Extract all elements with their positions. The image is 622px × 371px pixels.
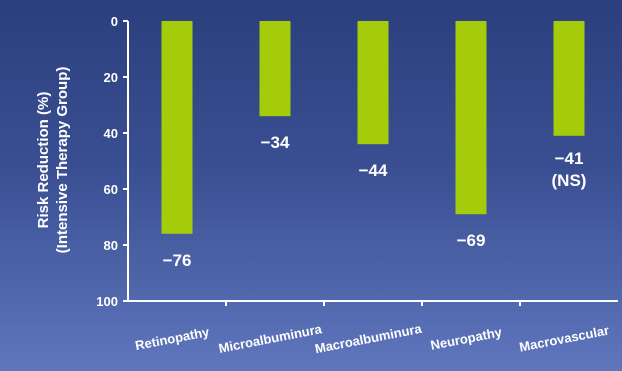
y-tick-label: 0 xyxy=(111,14,118,29)
category-label: Microalbuminura xyxy=(217,321,323,356)
y-tick-label: 100 xyxy=(96,294,118,309)
category-label: Neuropathy xyxy=(429,324,504,353)
category-label: Macrovascular xyxy=(518,323,610,355)
data-label-note: (NS) xyxy=(552,171,587,190)
y-axis-label: Risk Reduction (%) (Intensive Therapy Gr… xyxy=(35,67,71,254)
data-label: −34 xyxy=(261,133,290,152)
data-label: −69 xyxy=(457,231,486,250)
bar xyxy=(357,21,389,145)
y-axis-label-line-1: Risk Reduction (%) xyxy=(35,92,52,229)
y-axis-label-line-2: (Intensive Therapy Group) xyxy=(54,67,71,254)
y-tick-label: 60 xyxy=(104,182,118,197)
data-label: −76 xyxy=(163,251,192,270)
y-tick-label: 20 xyxy=(104,70,118,85)
bar xyxy=(553,21,585,136)
y-tick-label: 40 xyxy=(104,126,118,141)
category-label: Macroalbuminura xyxy=(314,321,424,357)
data-label: −44 xyxy=(359,161,388,180)
bar xyxy=(455,21,487,215)
data-label: −41 xyxy=(555,149,584,168)
y-tick-label: 80 xyxy=(104,238,118,253)
bar xyxy=(161,21,193,234)
bar xyxy=(259,21,291,117)
category-label: Retinopathy xyxy=(134,324,211,353)
